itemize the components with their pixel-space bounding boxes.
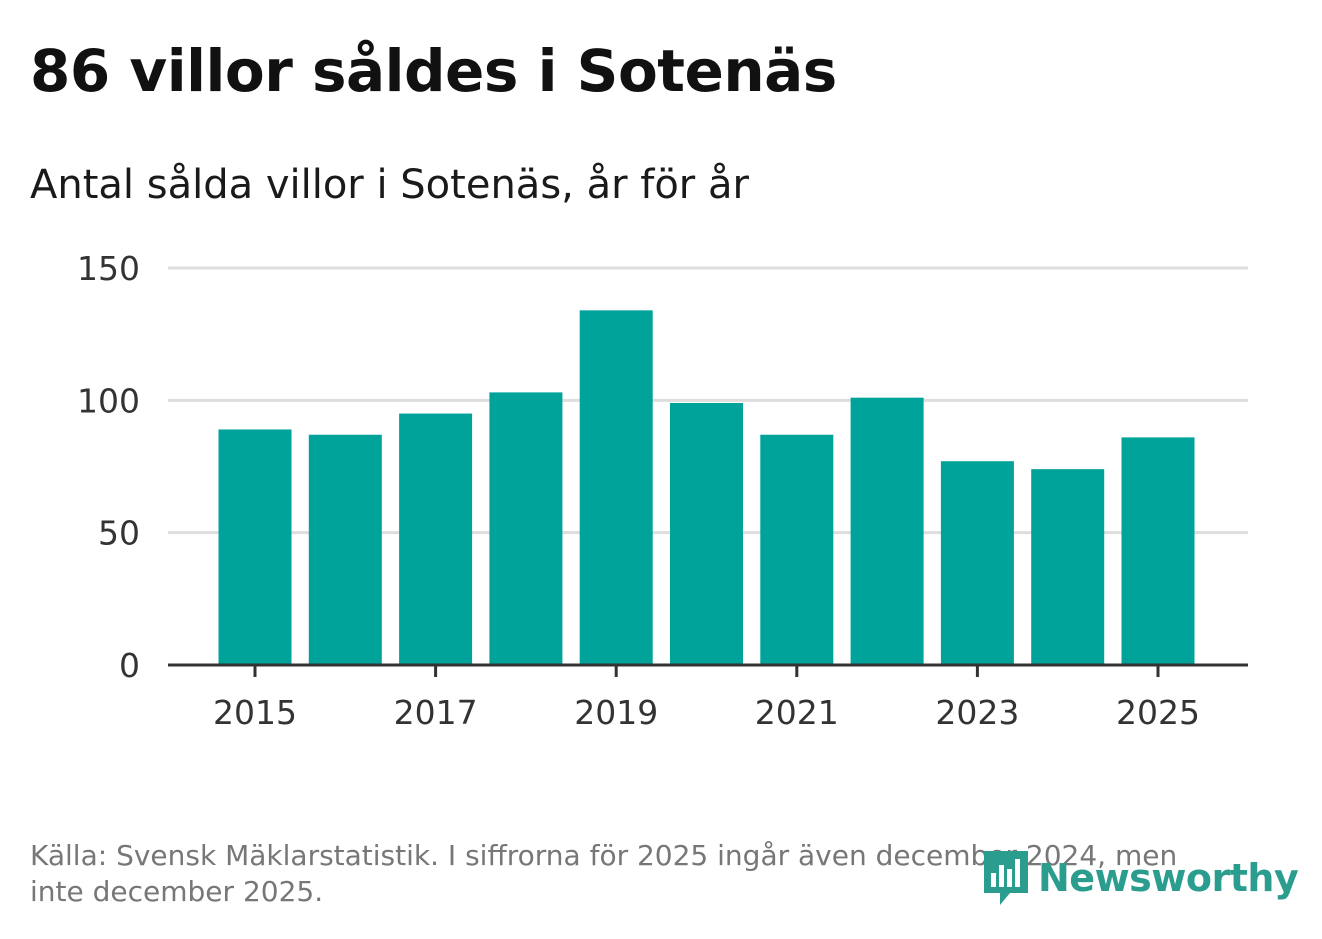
bar-2018 (489, 392, 563, 665)
x-tick-label-2015: 2015 (213, 693, 297, 732)
logo-bar-3 (1007, 869, 1012, 887)
y-tick-label-150: 150 (77, 249, 140, 288)
x-tick-label-2017: 2017 (394, 693, 478, 732)
bar-2015 (218, 429, 292, 665)
x-tick-label-2021: 2021 (755, 693, 839, 732)
logo-bar-1 (991, 873, 996, 887)
y-tick-label-0: 0 (119, 646, 140, 685)
x-tick-label-2025: 2025 (1116, 693, 1200, 732)
speech-bubble-icon (984, 851, 1028, 905)
bar-2023 (940, 461, 1014, 665)
bar-2021 (760, 434, 834, 665)
chart-subtitle: Antal sålda villor i Sotenäs, år för år (30, 162, 749, 208)
bar-2019 (579, 310, 653, 665)
bar-2025 (1121, 437, 1195, 665)
x-tick-label-2019: 2019 (574, 693, 658, 732)
newsworthy-logo: Newsworthy (980, 846, 1299, 910)
bar-2022 (850, 397, 924, 665)
y-tick-label-50: 50 (98, 514, 140, 553)
newsworthy-logo-icon (984, 851, 1028, 905)
bar-2016 (308, 434, 382, 665)
chart-title: 86 villor såldes i Sotenäs (30, 37, 837, 105)
x-tick-label-2023: 2023 (935, 693, 1019, 732)
axes: 0 50 100 150 2015 2017 2019 2021 2023 2025 (77, 249, 1248, 732)
logo-bar-2 (999, 865, 1004, 887)
bar-2024 (1031, 469, 1105, 665)
bar-2020 (670, 402, 743, 665)
y-tick-label-100: 100 (77, 381, 140, 420)
bars (218, 310, 1195, 665)
bar-2017 (399, 413, 473, 665)
logo-bar-4 (1015, 859, 1020, 887)
logo-text: Newsworthy (1038, 856, 1299, 900)
